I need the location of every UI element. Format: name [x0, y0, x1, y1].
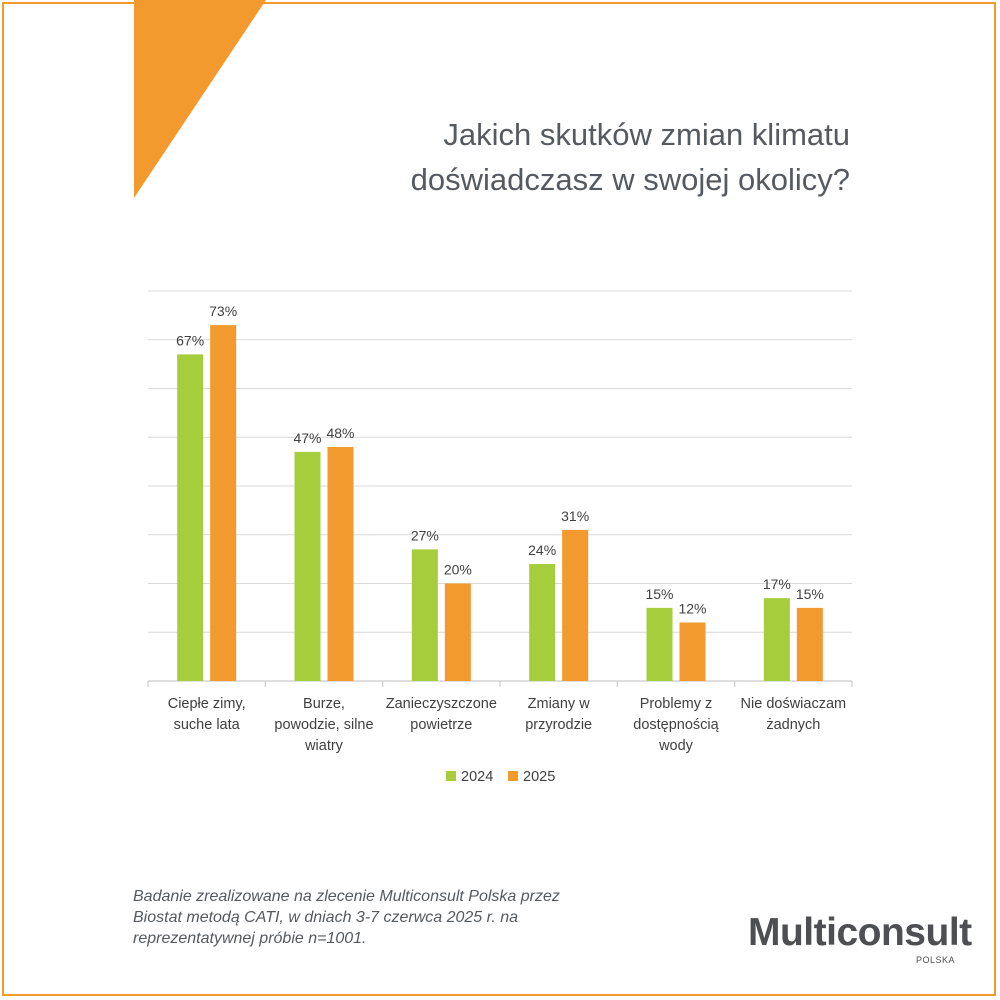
logo: Multiconsult: [748, 911, 972, 954]
data-label: 15%: [796, 586, 824, 602]
category-label: przyrodzie: [525, 717, 592, 733]
category-label: Zanieczyszczone: [386, 696, 497, 712]
data-label: 12%: [678, 601, 706, 617]
page-title: Jakich skutków zmian klimatu doświadczas…: [380, 112, 850, 202]
footnote-line-1: Badanie zrealizowane na zlecenie Multico…: [133, 888, 560, 905]
logo-text: Multiconsult: [748, 911, 972, 954]
legend-label: 2024: [461, 769, 493, 785]
category-label: powietrze: [410, 717, 472, 733]
footnote-line-3: reprezentatywnej próbie n=1001.: [133, 930, 367, 947]
legend-swatch-2025: [508, 771, 518, 781]
footnote: Badanie zrealizowane na zlecenie Multico…: [133, 886, 633, 949]
category-label: żadnych: [766, 717, 820, 733]
title-line-1: Jakich skutków zmian klimatu: [443, 117, 850, 152]
bar-2024: [763, 598, 790, 681]
data-label: 20%: [444, 562, 472, 578]
data-label: 67%: [176, 332, 204, 348]
legend-swatch-2024: [446, 771, 456, 781]
title-line-2: doświadczasz w swojej okolicy?: [410, 162, 850, 197]
data-label: 24%: [528, 542, 556, 558]
data-label: 47%: [293, 430, 321, 446]
bar-2024: [177, 354, 204, 681]
bar-2025: [796, 607, 823, 681]
category-label: Burze,: [303, 696, 345, 712]
category-label: wiatry: [304, 738, 344, 754]
bar-2024: [646, 607, 673, 681]
bar-2025: [679, 622, 706, 681]
category-label: suche lata: [174, 717, 241, 733]
logo-subtitle: POLSKA: [915, 955, 955, 965]
data-label: 27%: [411, 527, 439, 543]
category-label: Zmiany w: [528, 696, 591, 712]
legend-label: 2025: [523, 769, 555, 785]
bar-2024: [529, 564, 556, 681]
category-label: dostępnością: [633, 717, 719, 733]
category-label: wody: [658, 738, 694, 754]
category-label: Nie doświaczam: [741, 696, 847, 712]
data-label: 15%: [645, 586, 673, 602]
corner-accent: [134, 0, 266, 198]
data-label: 73%: [209, 303, 237, 319]
category-label: powodzie, silne: [274, 717, 373, 733]
bar-2025: [444, 583, 471, 681]
bar-2025: [562, 529, 589, 681]
data-label: 48%: [326, 425, 354, 441]
bar-2025: [210, 325, 237, 681]
bar-2024: [411, 549, 438, 681]
footnote-line-2: Biostat metodą CATI, w dniach 3-7 czerwc…: [133, 909, 519, 926]
bar-2025: [327, 447, 354, 681]
category-label: Ciepłe zimy,: [168, 696, 246, 712]
data-label: 31%: [561, 508, 589, 524]
bar-2024: [294, 451, 321, 681]
data-label: 17%: [763, 576, 791, 592]
category-label: Problemy z: [640, 696, 713, 712]
